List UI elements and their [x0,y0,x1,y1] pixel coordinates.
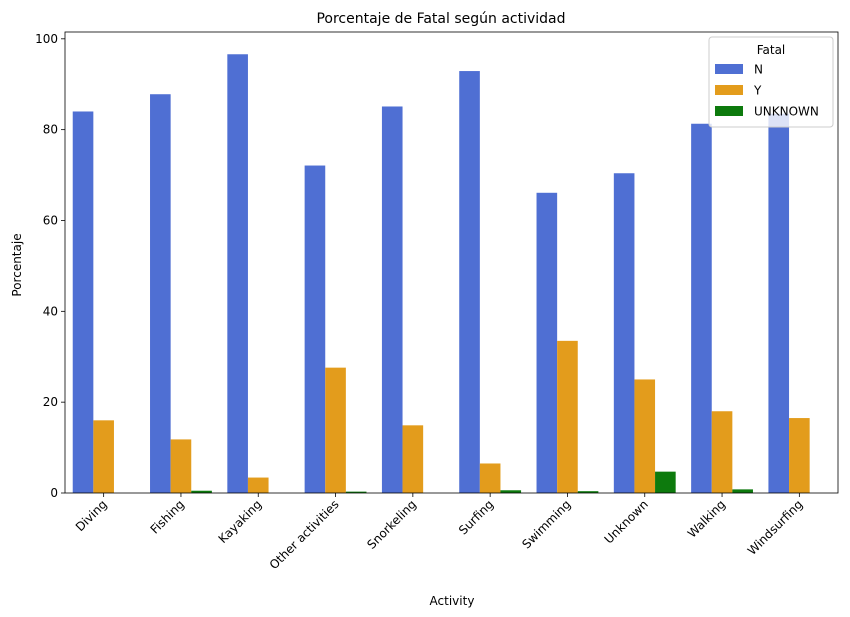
bar-unknown-3 [345,491,367,493]
plot-frame [64,31,839,494]
bar-y-3 [325,367,346,493]
x-tick-label: Snorkeling [364,497,419,552]
legend-swatch-n [715,64,743,74]
bar-y-5 [479,463,501,493]
bar-y-9 [789,418,810,493]
bar-unknown-8 [732,489,753,493]
y-tick-label: 0 [50,486,58,500]
x-tick-label: Surfing [456,497,496,537]
bar-n-9 [768,113,790,493]
bar-n-1 [150,94,171,494]
y-tick-label: 100 [35,32,58,46]
bar-unknown-6 [577,491,599,493]
x-tick-label: Fishing [148,497,187,536]
bar-unknown-7 [655,471,676,493]
y-tick-label: 60 [43,213,58,227]
legend-label-n: N [754,63,763,77]
y-tick-label: 80 [43,123,58,137]
legend: Fatal NY UNKNOWN [708,36,834,128]
bar-n-2 [227,54,248,493]
legend-label-y: Y [753,84,762,98]
bar-unknown-1 [191,490,212,493]
y-tick-label: 20 [43,395,58,409]
bar-y-2 [247,477,269,493]
legend-box [708,36,834,128]
x-tick-label: Diving [73,497,110,534]
bar-y-8 [711,411,733,493]
bar-n-3 [304,165,326,493]
bar-n-5 [459,71,480,494]
bar-unknown-5 [500,490,522,493]
bar-n-0 [72,111,94,493]
y-tick-label: 40 [43,304,58,318]
x-tick-label: Unknown [602,497,651,546]
x-tick-label: Other activities [267,497,342,572]
bar-y-1 [170,439,192,493]
bar-y-0 [93,420,114,493]
x-tick-label: Walking [685,497,728,540]
x-axis-label: Activity [430,594,475,608]
legend-label-unknown: UNKNOWN [754,105,819,119]
x-tick-label: Windsurfing [745,497,806,558]
bars [72,54,810,494]
legend-title: Fatal [757,43,786,57]
bar-y-6 [557,340,578,493]
bar-n-4 [381,106,403,494]
chart-title: Porcentaje de Fatal según actividad [316,11,565,27]
legend-swatch-unknown [715,106,743,116]
legend-swatch-y [715,85,743,95]
y-axis-label: Porcentaje [10,233,24,296]
x-tick-label: Kayaking [216,497,265,546]
bar-n-7 [613,173,635,494]
x-tick-label: Swimming [519,497,573,551]
bar-n-8 [691,123,712,493]
bar-n-6 [536,192,558,493]
bar-y-4 [402,425,424,493]
bar-y-7 [634,379,656,493]
